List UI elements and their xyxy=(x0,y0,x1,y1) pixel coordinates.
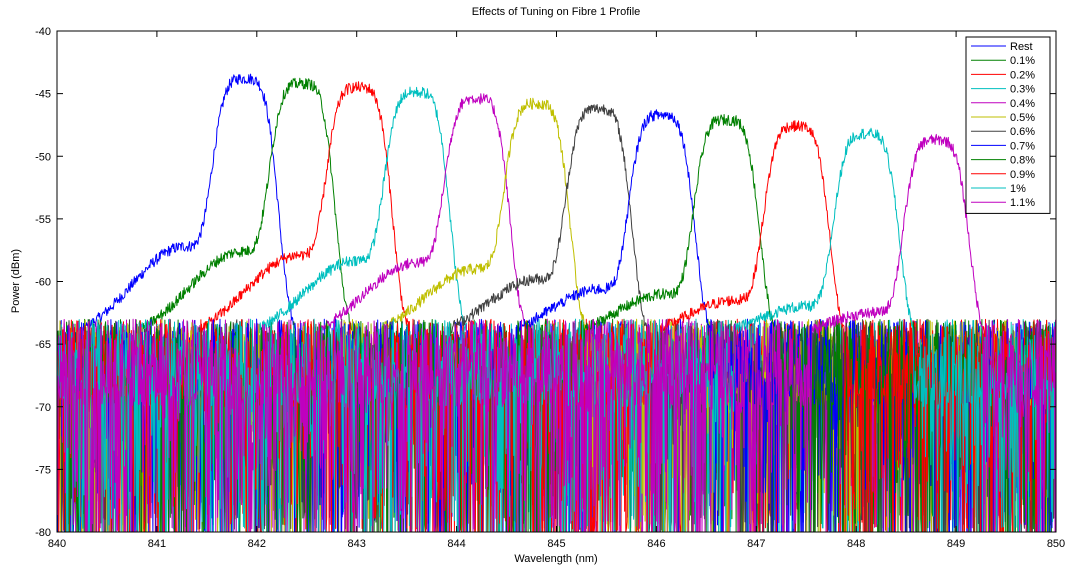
legend-label: 0.8% xyxy=(1010,155,1035,167)
x-tick-label: 848 xyxy=(847,538,865,550)
x-tick-label: 847 xyxy=(747,538,765,550)
legend-label: 0.2% xyxy=(1010,69,1035,81)
legend-label: 0.7% xyxy=(1010,140,1035,152)
x-tick-label: 845 xyxy=(547,538,565,550)
y-axis-title: Power (dBm) xyxy=(10,249,22,313)
legend-label: 0.6% xyxy=(1010,126,1035,138)
x-tick-label: 842 xyxy=(248,538,266,550)
legend: Rest 0.1% 0.2% 0.3% 0.4% 0.5% 0.6% 0.7% 0.8% 0.9%… xyxy=(965,36,1051,214)
legend-label: 0.4% xyxy=(1010,98,1035,110)
axes: 840 841 842 843 844 845 846 847 848 849 850 -40 -45 -… xyxy=(35,26,1065,550)
y-tick-label: -70 xyxy=(35,402,51,414)
y-tick-label: -75 xyxy=(35,464,51,476)
x-tick-label: 846 xyxy=(647,538,665,550)
legend-box xyxy=(965,36,1051,214)
x-tick-label: 841 xyxy=(148,538,166,550)
legend-label: 0.9% xyxy=(1010,169,1035,181)
legend-label: 0.3% xyxy=(1010,84,1035,96)
series-line-12 xyxy=(57,133,1056,532)
series-layer xyxy=(57,73,1056,532)
x-tick-label: 850 xyxy=(1047,538,1065,550)
y-tick-label: -80 xyxy=(35,527,51,539)
x-axis-title: Wavelength (nm) xyxy=(514,553,597,565)
x-tick-label: 843 xyxy=(348,538,366,550)
x-tick-label: 840 xyxy=(48,538,66,550)
y-tick-label: -40 xyxy=(35,26,51,38)
y-tick-label: -50 xyxy=(35,151,51,163)
y-tick-label: -65 xyxy=(35,339,51,351)
y-tick-label: -45 xyxy=(35,89,51,101)
legend-label: 1% xyxy=(1010,183,1026,195)
y-tick-label: -55 xyxy=(35,214,51,226)
legend-label: 0.5% xyxy=(1010,112,1035,124)
chart-title: Effects of Tuning on Fibre 1 Profile xyxy=(472,6,641,18)
legend-label: Rest xyxy=(1010,41,1033,53)
y-tick-label: -60 xyxy=(35,277,51,289)
legend-label: 0.1% xyxy=(1010,55,1035,67)
legend-label: 1.1% xyxy=(1010,197,1035,209)
x-tick-label: 844 xyxy=(447,538,465,550)
x-tick-label: 849 xyxy=(947,538,965,550)
